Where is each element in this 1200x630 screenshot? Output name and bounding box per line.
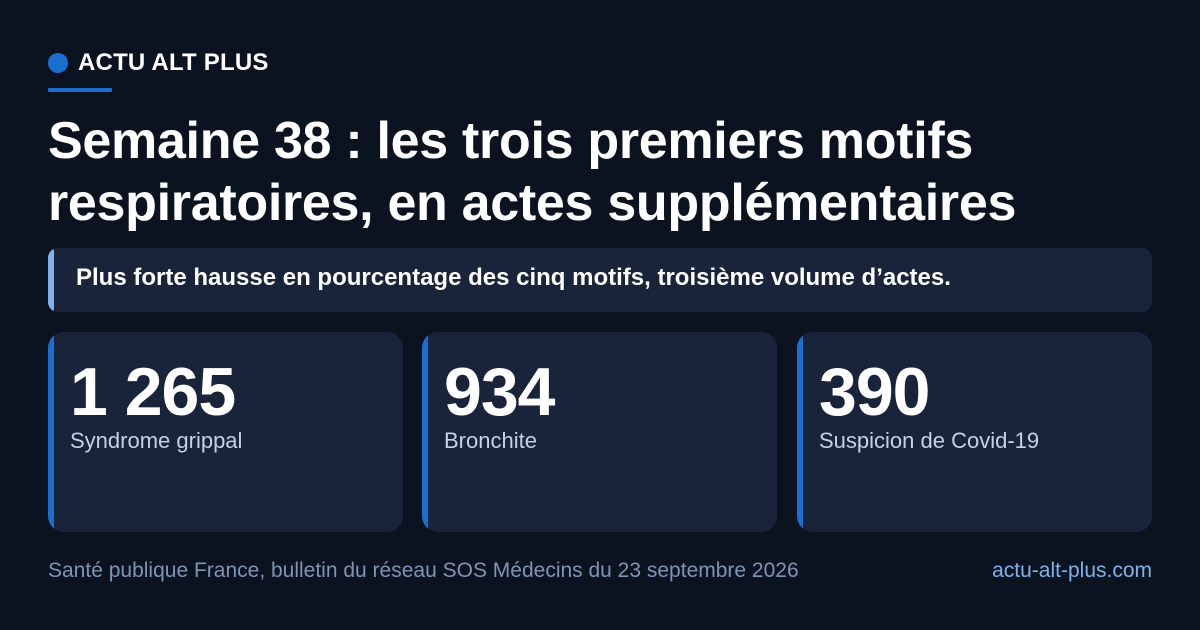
stat-value: 934: [444, 354, 555, 430]
stat-value: 390: [819, 354, 930, 430]
dot-icon: [48, 53, 68, 73]
subtitle-accent-bar: [48, 248, 54, 312]
stat-accent-bar: [422, 332, 428, 532]
brand-label: ACTU ALT PLUS: [78, 49, 269, 76]
source-note: Santé publique France, bulletin du résea…: [48, 559, 799, 582]
stat-card: 1 265 Syndrome grippal: [48, 332, 403, 532]
stat-card: 390 Suspicion de Covid-19: [797, 332, 1152, 532]
stat-accent-bar: [48, 332, 54, 532]
subtitle-box: Plus forte hausse en pourcentage des cin…: [48, 248, 1152, 312]
brand-underline: [48, 88, 112, 92]
stat-card: 934 Bronchite: [422, 332, 777, 532]
stat-accent-bar: [797, 332, 803, 532]
stat-label: Suspicion de Covid-19: [819, 428, 1040, 453]
stat-label: Syndrome grippal: [70, 428, 243, 453]
stat-label: Bronchite: [444, 428, 537, 453]
subtitle-text: Plus forte hausse en pourcentage des cin…: [76, 264, 951, 291]
headline: Semaine 38 : les trois premiers motifs r…: [48, 112, 1017, 232]
site-link[interactable]: actu-alt-plus.com: [992, 559, 1152, 582]
brand-header: ACTU ALT PLUS: [48, 47, 269, 79]
stats-row: 1 265 Syndrome grippal 934 Bronchite 390…: [48, 332, 1152, 532]
stat-value: 1 265: [70, 354, 236, 430]
